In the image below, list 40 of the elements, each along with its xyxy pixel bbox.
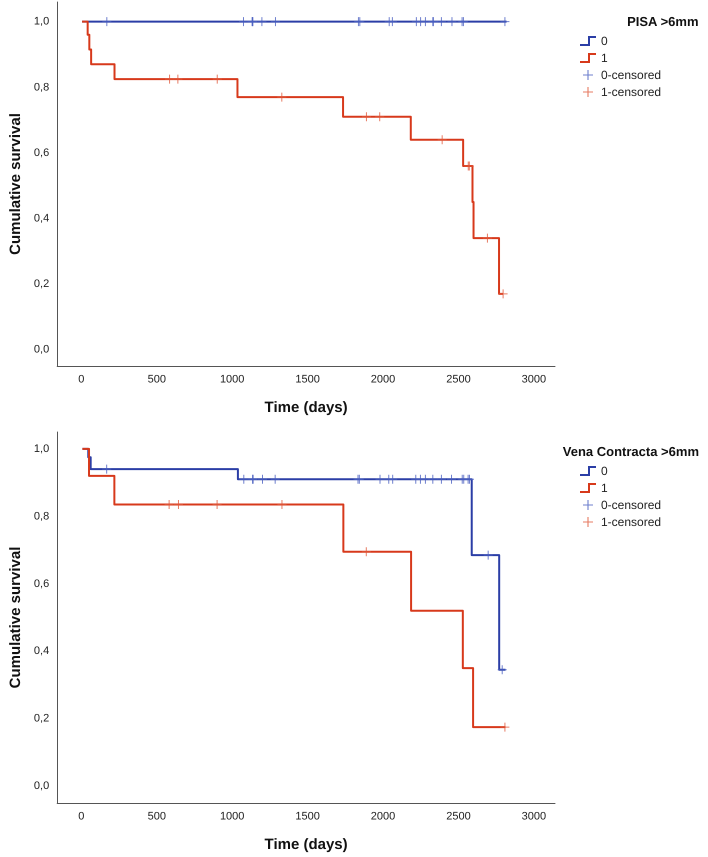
x-tick-label: 500 bbox=[148, 374, 166, 386]
x-axis-title: Time (days) bbox=[264, 836, 348, 853]
y-tick-label: 0,0 bbox=[34, 780, 50, 792]
y-axis-title: Cumulative survival bbox=[7, 546, 24, 688]
x-tick-label: 2000 bbox=[370, 374, 396, 386]
legend-label: 1 bbox=[601, 51, 608, 65]
legend-title: Vena Contracta >6mm bbox=[562, 444, 700, 459]
y-tick-label: 0,8 bbox=[34, 81, 50, 94]
x-tick-label: 2500 bbox=[446, 374, 471, 386]
legend-label: 0 bbox=[601, 34, 608, 48]
legend-title: PISA >6mm bbox=[627, 14, 699, 29]
x-tick-label: 1000 bbox=[220, 810, 244, 822]
legend-label: 0-censored bbox=[601, 498, 662, 512]
legend-label: 1-censored bbox=[601, 85, 662, 99]
legend-label: 1-censored bbox=[601, 515, 662, 529]
y-tick-label: 1,0 bbox=[34, 442, 50, 455]
x-tick-label: 1000 bbox=[220, 374, 244, 386]
y-tick-label: 0,2 bbox=[34, 712, 50, 725]
x-tick-label: 3000 bbox=[522, 374, 546, 386]
x-axis-title: Time (days) bbox=[264, 399, 348, 416]
y-axis-title: Cumulative survival bbox=[7, 113, 24, 255]
x-tick-label: 2500 bbox=[446, 810, 471, 822]
y-tick-label: 0,2 bbox=[34, 278, 50, 290]
x-tick-label: 500 bbox=[148, 810, 166, 822]
x-tick-label: 3000 bbox=[522, 810, 546, 822]
x-tick-label: 0 bbox=[78, 374, 84, 386]
x-tick-label: 2000 bbox=[370, 810, 396, 822]
y-tick-label: 1,0 bbox=[34, 16, 50, 28]
y-tick-label: 0,4 bbox=[34, 212, 50, 224]
y-tick-label: 0,6 bbox=[34, 578, 50, 590]
y-tick-label: 0,4 bbox=[34, 645, 50, 658]
y-tick-label: 0,0 bbox=[34, 344, 50, 356]
legend-label: 0 bbox=[601, 464, 608, 478]
y-tick-label: 0,6 bbox=[34, 146, 50, 159]
legend-label: 1 bbox=[601, 481, 608, 495]
y-tick-label: 0,8 bbox=[34, 510, 50, 522]
x-tick-label: 1500 bbox=[295, 810, 320, 822]
x-tick-label: 1500 bbox=[295, 374, 320, 386]
x-tick-label: 0 bbox=[78, 810, 84, 822]
legend-label: 0-censored bbox=[601, 68, 662, 82]
